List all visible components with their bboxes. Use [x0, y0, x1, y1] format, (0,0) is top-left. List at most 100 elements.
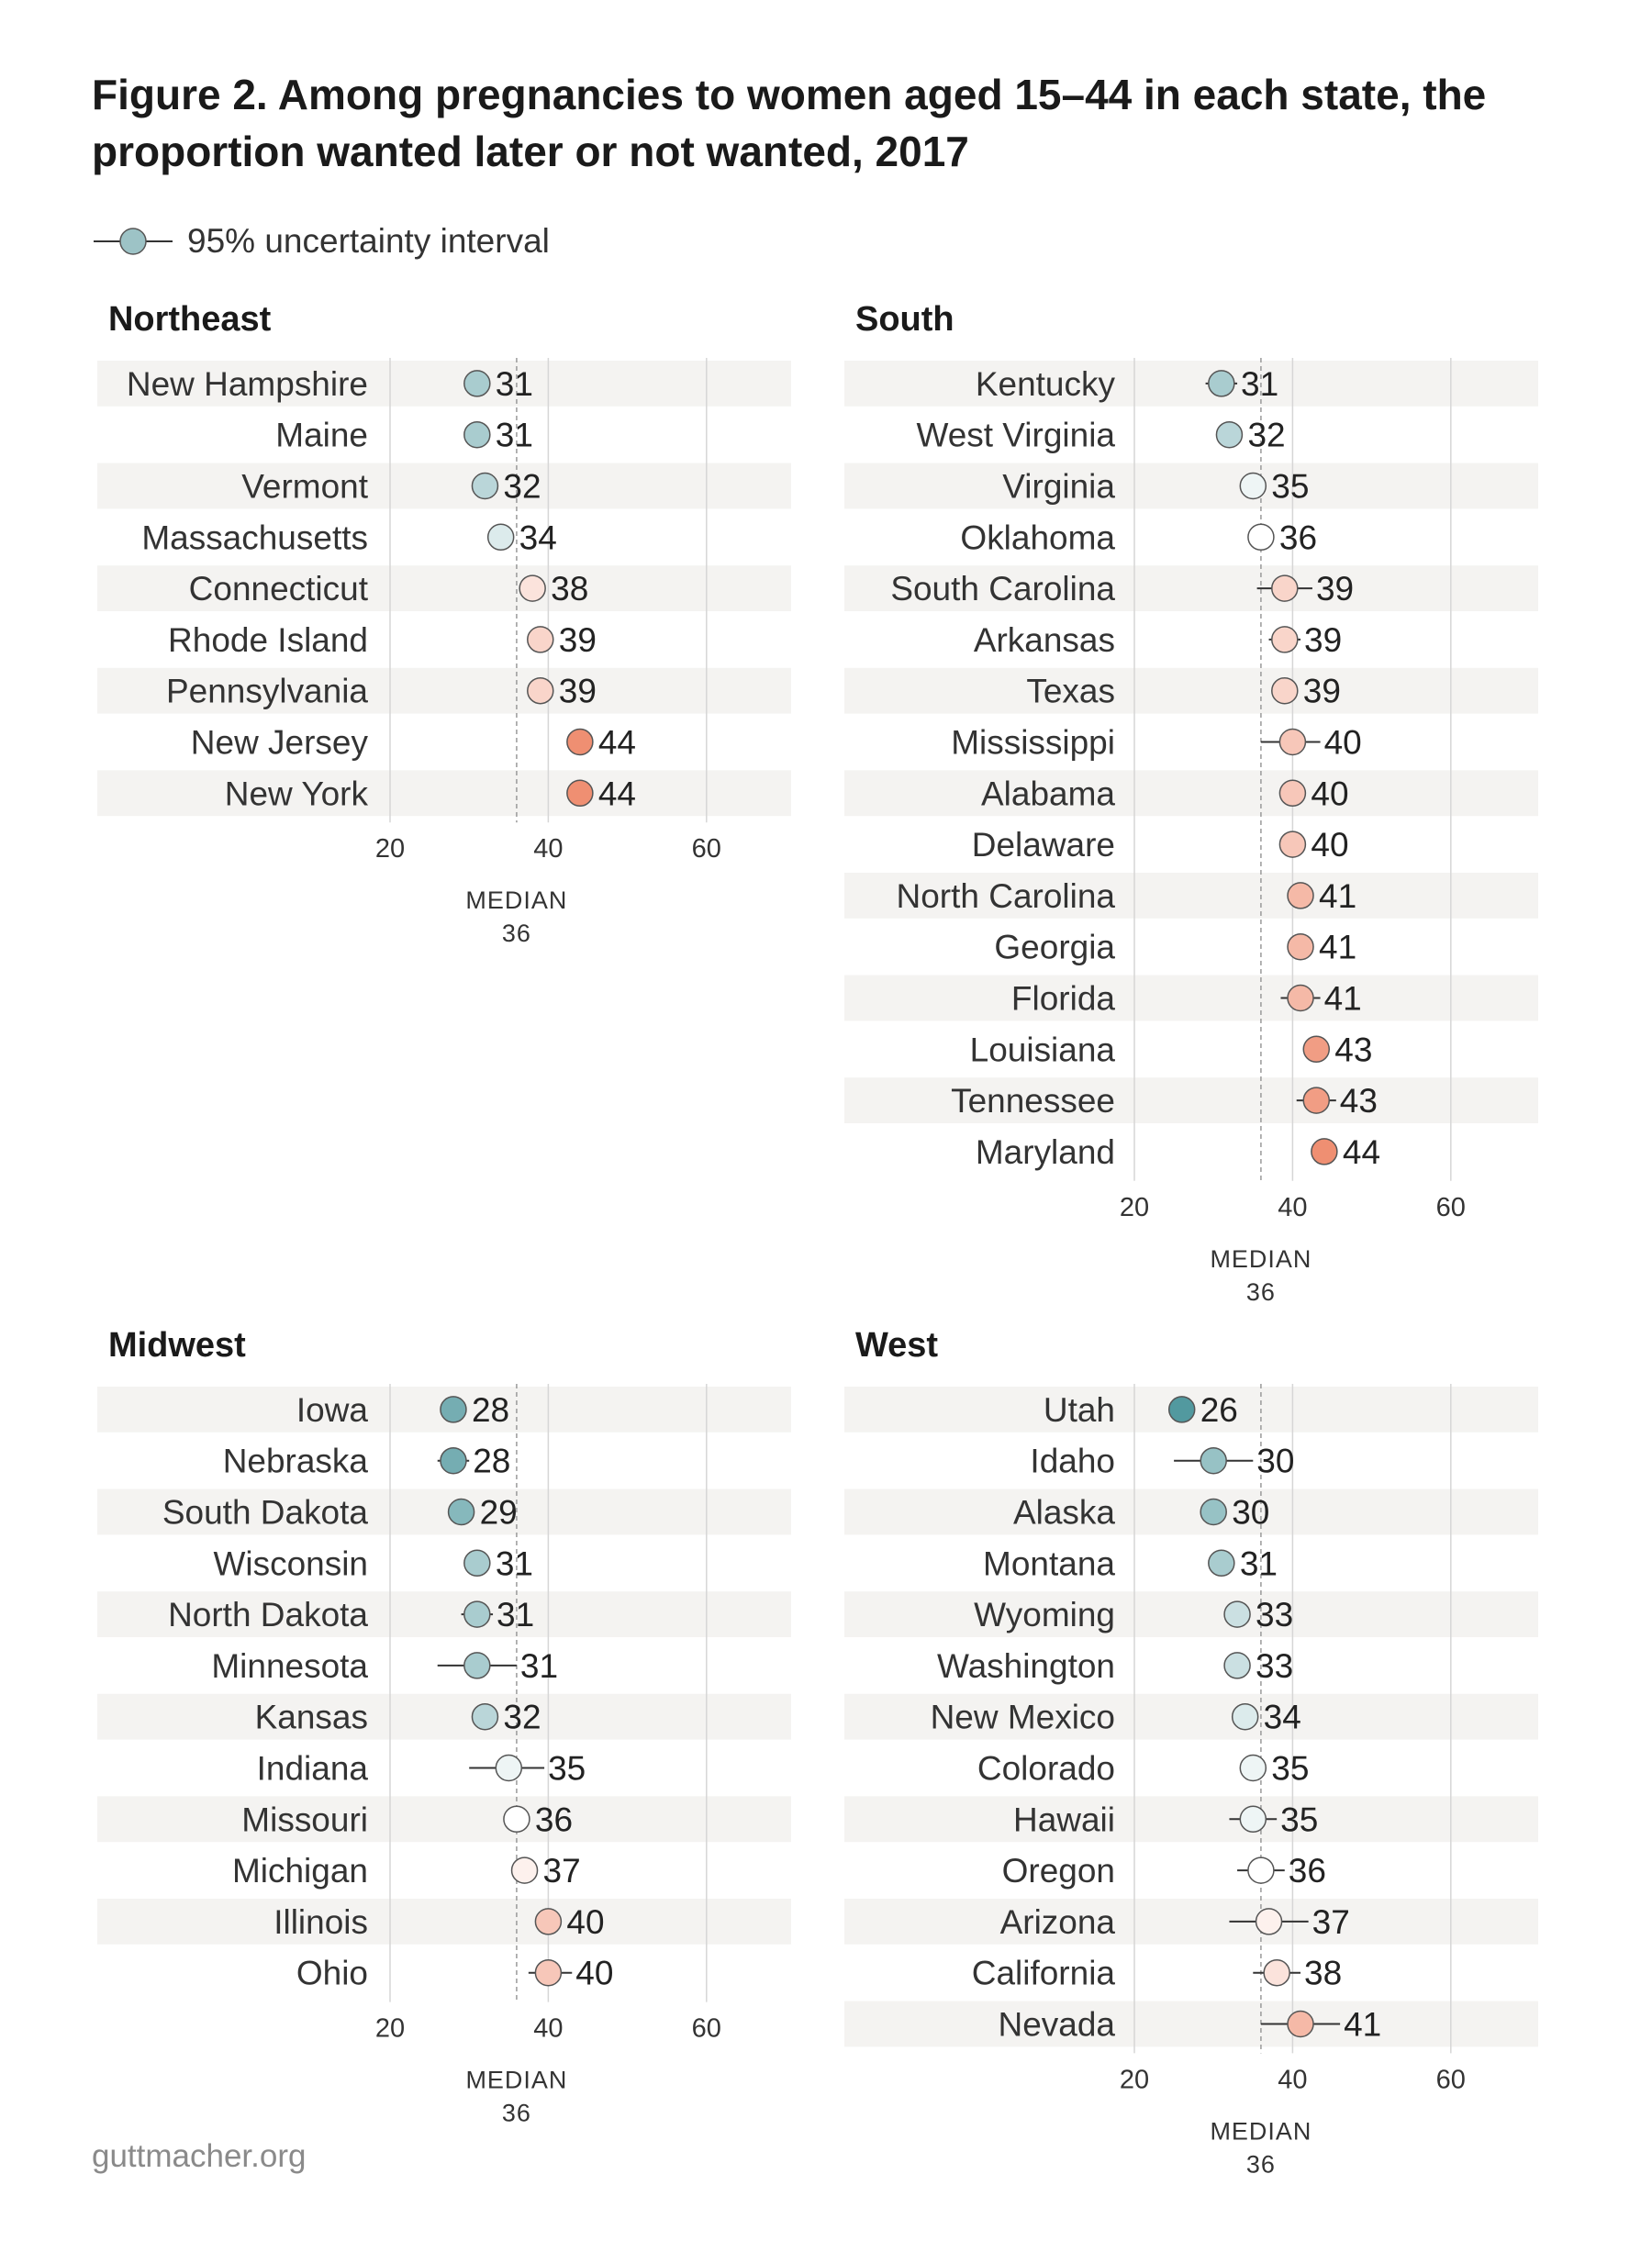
state-label: Indiana	[257, 1749, 369, 1787]
value-dot	[503, 1805, 530, 1834]
state-label: Georgia	[994, 929, 1115, 966]
state-label: Oregon	[1002, 1852, 1115, 1890]
value-label: 28	[473, 1443, 510, 1480]
row-stripe	[844, 463, 1538, 509]
row-stripe	[844, 1796, 1538, 1843]
value-label: 36	[535, 1801, 573, 1838]
state-label: Arkansas	[974, 621, 1115, 659]
tick-label-60: 60	[1436, 2065, 1466, 2094]
row-kentucky: Kentucky 31	[976, 365, 1278, 403]
state-label: New Hampshire	[127, 365, 368, 403]
tick-label-40: 40	[1278, 2065, 1307, 2094]
value-dot	[534, 1908, 563, 1935]
state-label: Arizona	[1000, 1903, 1116, 1941]
state-label: Connecticut	[189, 570, 368, 608]
state-label: Delaware	[972, 826, 1115, 864]
state-label: Iowa	[296, 1391, 369, 1429]
state-label: California	[972, 1955, 1116, 1992]
value-dot	[440, 1446, 467, 1475]
value-dot	[495, 1754, 523, 1782]
value-label: 39	[559, 621, 597, 659]
value-label: 30	[1232, 1493, 1269, 1531]
state-label: Utah	[1044, 1391, 1115, 1429]
row-virginia: Virginia 35	[1002, 467, 1309, 505]
median-value: 36	[502, 2100, 531, 2127]
value-dot	[440, 1396, 467, 1423]
row-kansas: Kansas 32	[255, 1699, 541, 1736]
state-label: Louisiana	[970, 1031, 1116, 1068]
value-label: 43	[1340, 1082, 1378, 1120]
row-maine: Maine 31	[275, 417, 533, 454]
row-ohio: Ohio 40	[296, 1955, 614, 1992]
value-label: 41	[1324, 979, 1362, 1017]
value-label: 30	[1256, 1443, 1294, 1480]
row-delaware: Delaware 40	[972, 826, 1349, 864]
value-dot	[463, 1549, 491, 1578]
state-label: South Carolina	[890, 570, 1115, 608]
value-label: 36	[1279, 518, 1317, 556]
value-label: 38	[1304, 1955, 1342, 1992]
legend-marker-icon	[94, 228, 173, 255]
row-stripe	[97, 565, 791, 611]
state-label: Wyoming	[974, 1596, 1115, 1633]
value-label: 40	[566, 1903, 604, 1941]
state-label: North Dakota	[168, 1596, 368, 1633]
value-label: 44	[598, 775, 636, 812]
value-label: 40	[1311, 775, 1348, 812]
row-stripe	[844, 1077, 1538, 1123]
chart-title-line-2: proportion wanted later or not wanted, 2…	[92, 128, 969, 175]
row-stripe	[844, 565, 1538, 611]
tick-label-20: 20	[375, 2014, 405, 2044]
row-stripe	[97, 1488, 791, 1535]
value-label: 28	[472, 1391, 509, 1429]
row-stripe	[97, 770, 791, 817]
row-new-jersey: New Jersey 44	[191, 723, 636, 761]
state-label: Ohio	[296, 1955, 368, 1992]
row-north-dakota: North Dakota 31	[168, 1596, 534, 1633]
value-dot	[1239, 1805, 1267, 1834]
row-south-dakota: South Dakota 29	[162, 1493, 518, 1531]
value-dot	[1302, 1035, 1331, 1064]
state-label: New Mexico	[931, 1699, 1115, 1736]
value-dot	[1311, 1138, 1338, 1165]
row-utah: Utah 26	[1044, 1391, 1238, 1429]
row-stripe	[97, 1898, 791, 1945]
row-alaska: Alaska 30	[1013, 1493, 1269, 1531]
value-dot	[519, 574, 546, 602]
value-label: 39	[1303, 673, 1341, 710]
state-label: Hawaii	[1013, 1801, 1115, 1838]
tick-label-60: 60	[692, 834, 721, 864]
state-label: Idaho	[1030, 1443, 1115, 1480]
value-label: 34	[519, 518, 557, 556]
state-label: Missouri	[241, 1801, 368, 1838]
value-dot	[1278, 831, 1307, 858]
value-dot	[1208, 370, 1235, 397]
state-label: Maine	[275, 417, 368, 454]
row-stripe	[844, 2001, 1538, 2047]
row-georgia: Georgia 41	[994, 929, 1356, 966]
row-idaho: Idaho 30	[1030, 1443, 1294, 1480]
row-stripe	[97, 1796, 791, 1843]
value-label: 34	[1264, 1699, 1301, 1736]
value-dot	[486, 523, 515, 552]
panel-west: West Utah 26 Idaho 30 Alaska 30 Montana 31 Wyomin…	[844, 1326, 1538, 2178]
state-label: New Jersey	[191, 723, 369, 761]
region-title: Northeast	[108, 300, 272, 339]
state-label: Washington	[937, 1647, 1115, 1685]
state-label: Illinois	[273, 1903, 368, 1941]
state-label: Alaska	[1013, 1493, 1115, 1531]
state-label: Minnesota	[211, 1647, 368, 1685]
value-dot	[1263, 1958, 1290, 1987]
tick-label-40: 40	[533, 2014, 563, 2044]
row-south-carolina: South Carolina 39	[890, 570, 1354, 608]
value-dot	[1255, 1908, 1283, 1935]
row-arkansas: Arkansas 39	[974, 621, 1342, 659]
value-dot	[463, 1600, 491, 1628]
row-arizona: Arizona 37	[1000, 1903, 1350, 1941]
value-label: 33	[1256, 1647, 1293, 1685]
value-label: 35	[548, 1749, 586, 1787]
row-massachusetts: Massachusetts 34	[141, 518, 556, 556]
row-iowa: Iowa 28	[296, 1391, 509, 1429]
row-stripe	[844, 360, 1538, 407]
value-label: 31	[520, 1647, 558, 1685]
